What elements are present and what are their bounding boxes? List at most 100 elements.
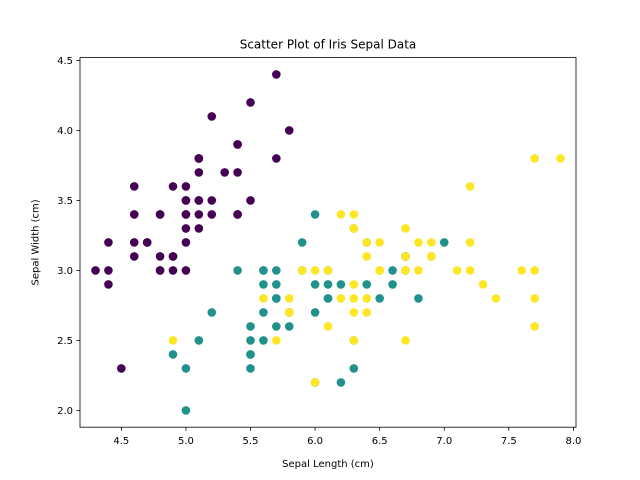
data-point-group-2-34 bbox=[323, 322, 333, 331]
data-point-group-0-25 bbox=[181, 266, 191, 275]
data-point-group-0-6 bbox=[129, 210, 139, 219]
data-point-group-0-26 bbox=[181, 210, 191, 219]
x-tick-label: 5.5 bbox=[243, 436, 259, 447]
y-tick-label: 4.5 bbox=[57, 56, 73, 67]
data-point-group-2-37 bbox=[362, 252, 372, 261]
data-point-group-2-9 bbox=[465, 182, 475, 191]
y-tick-label: 2.5 bbox=[57, 336, 73, 347]
data-point-group-1-4 bbox=[375, 294, 384, 303]
x-tick-label: 6.5 bbox=[372, 436, 388, 447]
data-point-group-1-34 bbox=[233, 266, 242, 275]
data-point-group-1-20 bbox=[297, 238, 307, 247]
data-point-group-2-6 bbox=[168, 336, 178, 345]
data-point-group-0-18 bbox=[272, 154, 281, 163]
data-point-group-1-40 bbox=[246, 322, 255, 331]
data-point-group-0-46 bbox=[194, 154, 204, 163]
data-point-group-0-15 bbox=[272, 70, 281, 79]
data-point-group-1-44 bbox=[259, 308, 268, 317]
x-tick-label: 4.5 bbox=[113, 436, 129, 447]
x-tick-label: 5.0 bbox=[178, 436, 194, 447]
data-point-group-0-10 bbox=[233, 168, 242, 177]
data-point-group-0-23 bbox=[194, 224, 204, 233]
data-point-group-1-26 bbox=[414, 294, 423, 303]
data-point-group-1-0 bbox=[439, 238, 449, 247]
data-point-group-1-18 bbox=[336, 378, 346, 387]
data-point-group-0-29 bbox=[142, 238, 152, 247]
y-axis-ticks: 2.0 2.5 3.0 3.5 4.0 4.5 bbox=[57, 56, 80, 417]
data-point-group-0-36 bbox=[246, 196, 255, 205]
data-point-group-2-14 bbox=[284, 294, 294, 303]
data-point-group-2-20 bbox=[427, 238, 436, 247]
data-point-group-1-31 bbox=[246, 350, 255, 359]
data-point-group-1-28 bbox=[310, 280, 320, 289]
data-point-group-1-23 bbox=[323, 294, 333, 303]
x-tick-label: 7.5 bbox=[501, 436, 517, 447]
data-point-group-0-41 bbox=[117, 364, 126, 373]
data-point-group-1-37 bbox=[349, 364, 359, 373]
data-point-group-0-35 bbox=[181, 238, 191, 247]
data-point-group-0-16 bbox=[233, 140, 242, 149]
data-point-group-2-18 bbox=[530, 322, 539, 331]
data-point-group-1-25 bbox=[388, 266, 397, 275]
data-point-group-0-1 bbox=[168, 266, 178, 275]
y-tick-label: 3.0 bbox=[57, 266, 73, 277]
data-point-group-0-32 bbox=[207, 112, 217, 121]
data-point-group-0-39 bbox=[194, 210, 204, 219]
data-point-group-2-8 bbox=[401, 336, 410, 345]
data-point-group-1-35 bbox=[310, 210, 320, 219]
data-point-group-2-35 bbox=[530, 266, 539, 275]
data-point-group-2-32 bbox=[362, 294, 372, 303]
data-point-group-2-40 bbox=[401, 252, 410, 261]
data-point-group-0-31 bbox=[233, 210, 242, 219]
data-point-group-0-24 bbox=[155, 210, 165, 219]
data-point-group-1-47 bbox=[336, 280, 346, 289]
data-point-group-0-33 bbox=[246, 98, 255, 107]
data-point-group-2-3 bbox=[349, 280, 359, 289]
data-point-group-2-0 bbox=[349, 224, 359, 233]
data-point-group-2-45 bbox=[401, 266, 410, 275]
data-point-group-1-24 bbox=[362, 280, 372, 289]
data-point-group-2-19 bbox=[310, 378, 320, 387]
data-point-group-0-27 bbox=[207, 196, 217, 205]
data-point-group-0-13 bbox=[91, 266, 100, 275]
data-point-group-2-42 bbox=[284, 308, 294, 317]
data-point-group-1-48 bbox=[194, 336, 204, 345]
data-point-group-1-7 bbox=[168, 350, 178, 359]
x-tick-label: 6.0 bbox=[307, 436, 323, 447]
data-point-group-1-9 bbox=[207, 308, 217, 317]
data-point-group-2-13 bbox=[272, 336, 281, 345]
data-point-group-1-8 bbox=[388, 280, 397, 289]
data-point-group-1-3 bbox=[246, 364, 255, 373]
data-point-group-2-36 bbox=[349, 210, 359, 219]
points-layer bbox=[91, 70, 565, 415]
data-point-group-2-31 bbox=[556, 154, 565, 163]
y-tick-label: 2.0 bbox=[57, 406, 73, 417]
data-point-group-2-17 bbox=[530, 154, 539, 163]
data-point-group-2-5 bbox=[517, 266, 527, 275]
data-point-group-2-22 bbox=[530, 294, 539, 303]
data-point-group-2-7 bbox=[478, 280, 488, 289]
data-point-group-2-15 bbox=[362, 238, 372, 247]
data-point-group-1-45 bbox=[272, 266, 281, 275]
data-point-group-2-21 bbox=[259, 294, 268, 303]
x-axis-ticks: 4.5 5.0 5.5 6.0 6.5 7.0 7.5 8.0 bbox=[113, 427, 581, 447]
data-point-group-0-37 bbox=[168, 182, 178, 191]
data-point-group-0-14 bbox=[284, 126, 294, 135]
x-tick-label: 8.0 bbox=[565, 436, 581, 447]
data-point-group-2-49 bbox=[297, 266, 307, 275]
data-point-group-2-47 bbox=[375, 266, 384, 275]
data-point-group-2-30 bbox=[491, 294, 501, 303]
data-point-group-2-27 bbox=[323, 266, 333, 275]
data-point-group-0-34 bbox=[168, 252, 178, 261]
x-tick-label: 7.0 bbox=[436, 436, 452, 447]
data-point-group-1-33 bbox=[310, 308, 320, 317]
data-point-group-0-30 bbox=[155, 252, 165, 261]
data-point-group-0-49 bbox=[181, 224, 191, 233]
data-point-group-0-28 bbox=[207, 210, 217, 219]
chart-title: Scatter Plot of Iris Sepal Data bbox=[240, 38, 417, 52]
y-tick-label: 3.5 bbox=[57, 196, 73, 207]
data-point-group-0-47 bbox=[129, 238, 139, 247]
plot-area bbox=[80, 57, 576, 428]
data-point-group-1-38 bbox=[259, 266, 268, 275]
